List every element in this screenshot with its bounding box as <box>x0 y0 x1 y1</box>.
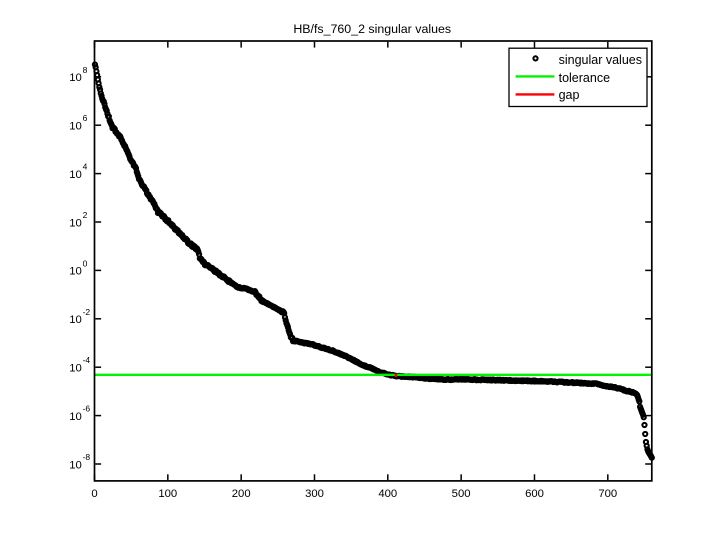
svg-text:200: 200 <box>232 488 251 500</box>
svg-text:10: 10 <box>69 459 82 471</box>
svg-text:700: 700 <box>598 488 617 500</box>
svg-text:300: 300 <box>305 488 324 500</box>
svg-text:10: 10 <box>69 72 82 84</box>
svg-text:10: 10 <box>69 266 82 278</box>
svg-text:-2: -2 <box>83 307 91 317</box>
svg-text:10: 10 <box>69 411 82 423</box>
svg-text:0: 0 <box>83 258 88 268</box>
svg-text:tolerance: tolerance <box>559 71 610 85</box>
svg-text:0: 0 <box>91 488 97 500</box>
svg-text:HB/fs_760_2 singular values: HB/fs_760_2 singular values <box>293 22 451 36</box>
svg-text:10: 10 <box>69 169 82 181</box>
svg-text:gap: gap <box>559 88 580 102</box>
svg-text:10: 10 <box>69 217 82 229</box>
svg-text:8: 8 <box>83 65 88 75</box>
svg-text:10: 10 <box>69 121 82 133</box>
svg-text:6: 6 <box>83 113 88 123</box>
svg-text:10: 10 <box>69 314 82 326</box>
svg-text:-6: -6 <box>83 404 91 414</box>
svg-text:singular values: singular values <box>559 53 642 67</box>
svg-text:10: 10 <box>69 363 82 375</box>
svg-text:400: 400 <box>378 488 397 500</box>
svg-text:600: 600 <box>525 488 544 500</box>
svg-text:-4: -4 <box>83 355 91 365</box>
svg-text:100: 100 <box>158 488 177 500</box>
svg-text:4: 4 <box>83 162 88 172</box>
svg-text:500: 500 <box>452 488 471 500</box>
svg-text:2: 2 <box>83 210 88 220</box>
svg-text:-8: -8 <box>83 452 91 462</box>
